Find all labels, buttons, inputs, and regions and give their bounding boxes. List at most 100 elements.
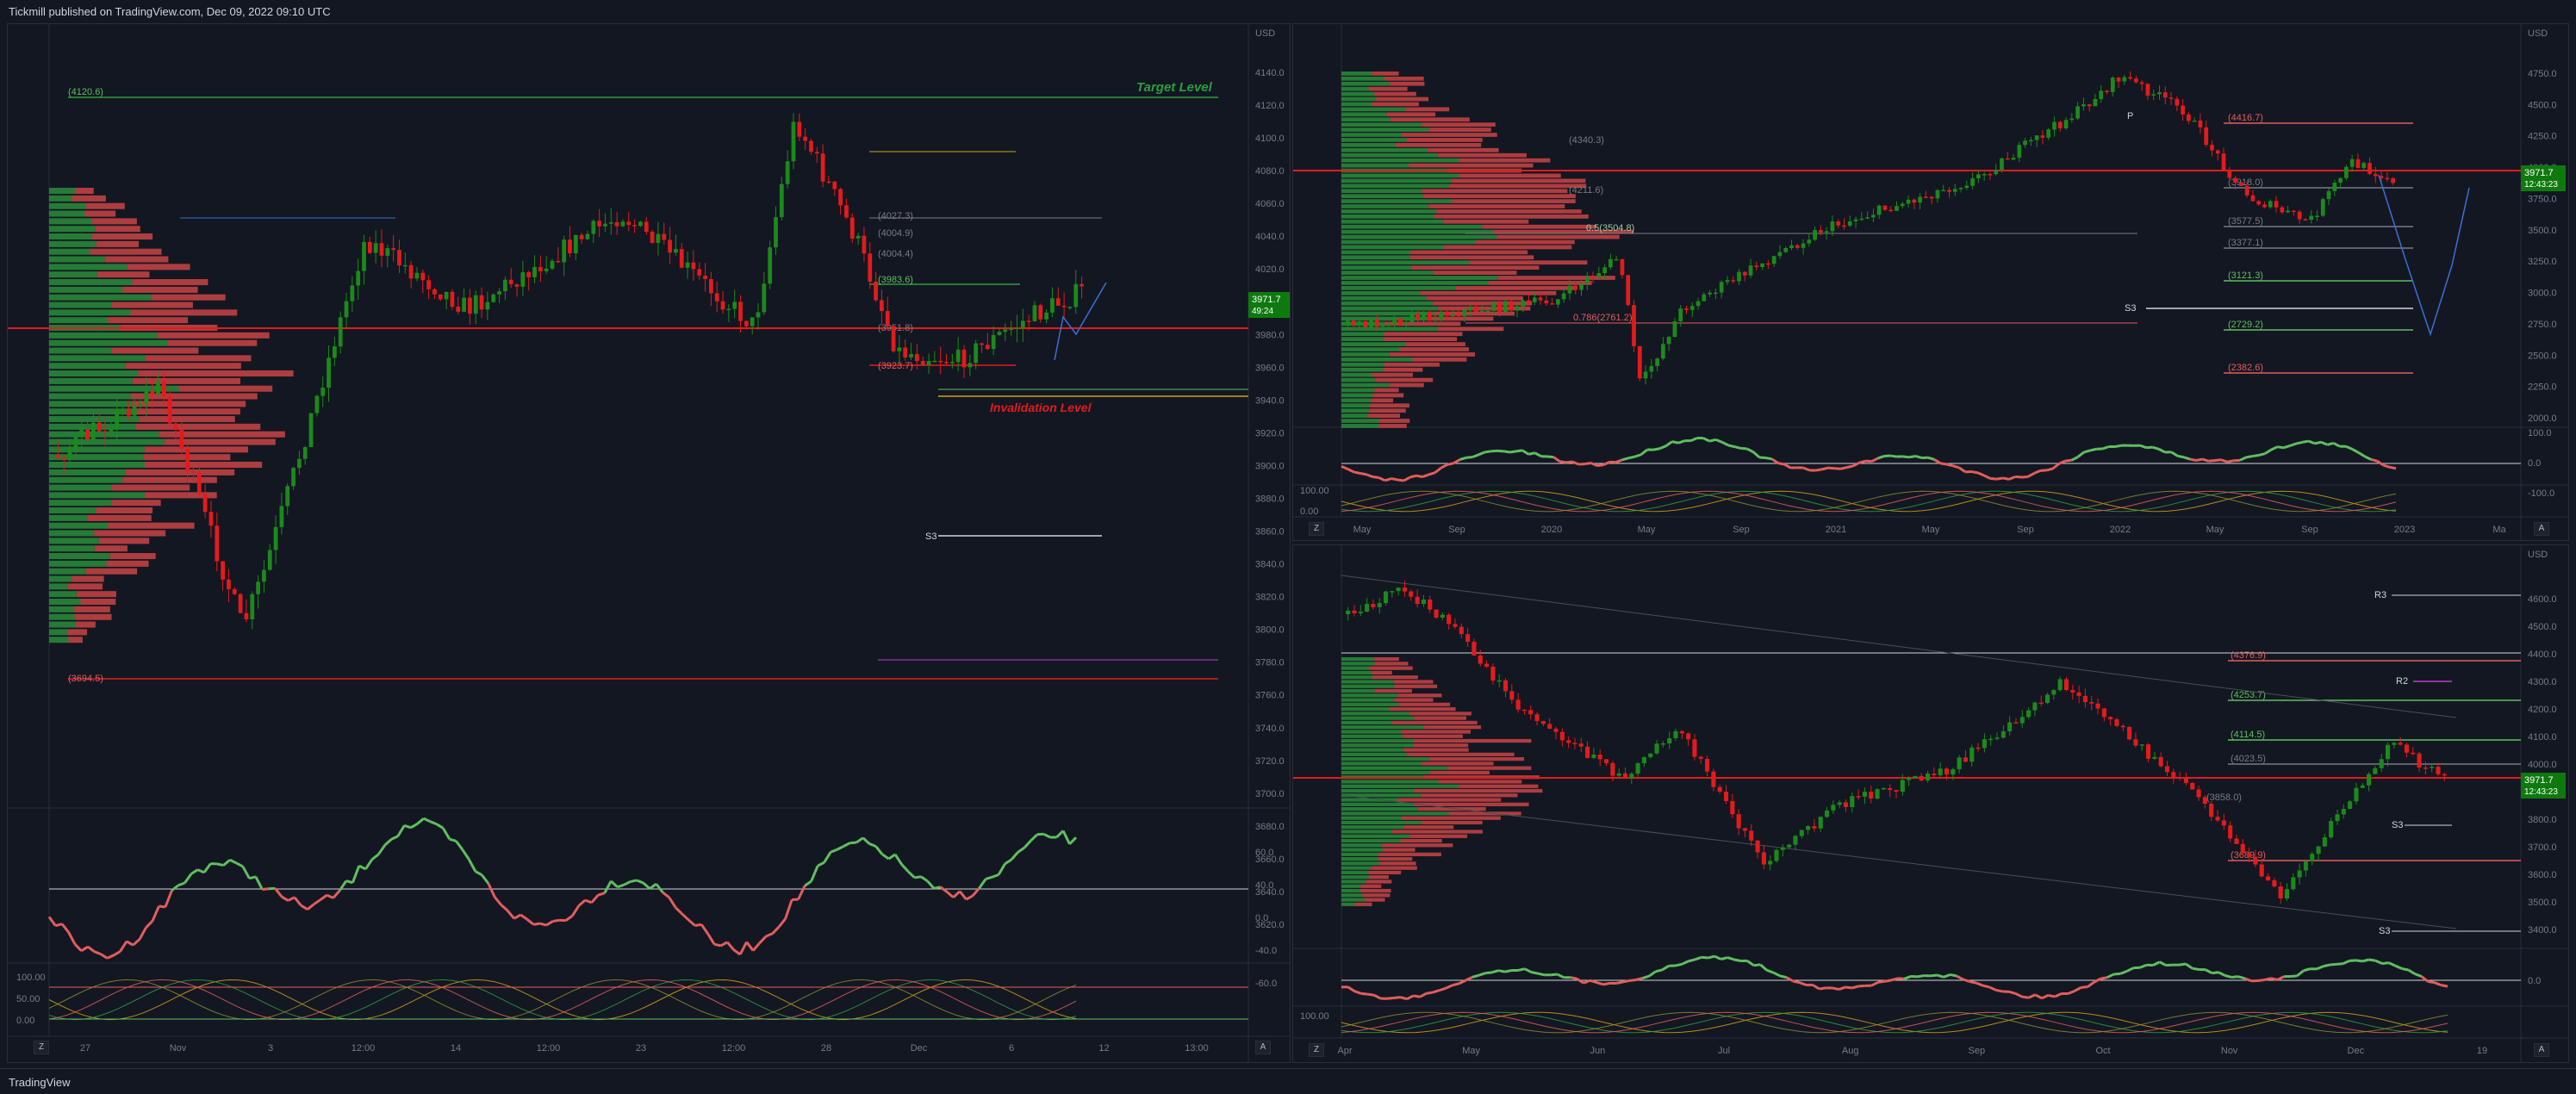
br-vol-sell: [1360, 885, 1381, 888]
top-right-a-button[interactable]: A: [2534, 522, 2549, 536]
br-osc-seg: [1414, 996, 1421, 997]
tr-candle: [2256, 201, 2261, 204]
tr-osc-seg: [2159, 449, 2165, 452]
br-osc-seg: [1465, 977, 1472, 980]
br-candle: [1378, 603, 1382, 607]
left-osc-seg: [275, 888, 281, 897]
left-candle: [209, 512, 214, 525]
left-vol-buy: [49, 485, 112, 491]
tr-osc-seg: [1822, 468, 1828, 469]
top-right-chart-pane[interactable]: USD4750.04500.04250.04000.03750.03500.03…: [1292, 23, 2569, 541]
left-vol-buy: [49, 622, 76, 628]
br-osc-seg: [1354, 991, 1361, 994]
left-y-tick: 3720.0: [1255, 756, 1285, 767]
tr-osc-seg: [2084, 451, 2090, 452]
left-osc-seg: [546, 921, 552, 925]
br-osc-seg: [2395, 966, 2402, 968]
left-vol-sell: [81, 599, 116, 605]
bottom-right-chart-canvas[interactable]: USD4600.04500.04400.04300.04200.04100.04…: [1293, 545, 2568, 1062]
br-vol-sell: [1414, 789, 1543, 793]
left-osc-seg: [365, 860, 371, 869]
top-right-z-button[interactable]: Z: [1309, 522, 1324, 536]
tr-candle: [1831, 221, 1835, 231]
tr-osc-seg: [2384, 465, 2390, 467]
tr-candle: [1842, 226, 1846, 227]
tr-level-label: (4416.7): [2228, 113, 2263, 123]
tr-vol-buy: [1341, 352, 1390, 357]
tr-candle: [1684, 308, 1689, 310]
left-candle: [662, 234, 666, 240]
tr-candle: [1848, 221, 1852, 226]
left-vol-buy: [49, 531, 94, 537]
tr-osc-seg: [1928, 457, 1934, 459]
tr-candle: [1912, 200, 1916, 202]
tr-osc-seg: [2321, 442, 2327, 444]
left-candle: [445, 292, 449, 300]
tr-candle: [2058, 122, 2063, 128]
left-z-button[interactable]: Z: [34, 1041, 49, 1054]
br-candle: [1371, 604, 1375, 607]
left-candle: [792, 121, 796, 161]
br-candle: [1907, 778, 1911, 780]
br-osc-seg: [1878, 981, 1885, 982]
tr-x-tick: Sep: [1448, 525, 1465, 535]
br-vol-buy: [1341, 839, 1401, 842]
left-osc-seg: [992, 874, 999, 877]
tr-x-tick: May: [1922, 525, 1940, 535]
br-osc-seg: [1983, 985, 1990, 987]
left-a-button[interactable]: A: [1255, 1041, 1271, 1054]
br-vol-buy: [1341, 889, 1360, 892]
br-x-tick: Sep: [1969, 1046, 1986, 1056]
left-y-tick: 4120.0: [1255, 101, 1285, 111]
left-vol-sell: [68, 637, 82, 643]
tr-candle: [1877, 206, 1882, 215]
tr-candle: [2350, 159, 2355, 167]
left-x-tick: Nov: [170, 1043, 187, 1054]
tr-candle: [2169, 97, 2174, 99]
tr-candle: [1457, 314, 1461, 316]
left-osc-seg: [133, 940, 139, 946]
br-osc-seg: [2022, 997, 2029, 998]
left-vol-sell: [90, 249, 161, 255]
tr-vol-sell: [1428, 148, 1499, 152]
tr-osc-seg: [1778, 463, 1784, 464]
top-right-chart-canvas[interactable]: USD4750.04500.04250.04000.03750.03500.03…: [1293, 24, 2568, 540]
br-candle: [2039, 703, 2044, 705]
br-vol-sell: [1372, 671, 1392, 674]
left-osc-seg: [301, 905, 307, 910]
left-candle: [62, 457, 66, 459]
br-osc-seg: [2042, 995, 2049, 998]
left-candle: [1027, 320, 1031, 322]
bottom-right-z-button[interactable]: Z: [1309, 1043, 1324, 1057]
tr-candle: [2075, 106, 2080, 118]
left-x-tick: 6: [1009, 1043, 1014, 1054]
tr-candle: [1632, 305, 1636, 346]
left-candle: [509, 280, 513, 284]
br-vol-buy: [1341, 721, 1391, 724]
tr-osc-seg: [1466, 457, 1472, 458]
br-vol-buy: [1341, 821, 1421, 824]
br-x-tick: 19: [2477, 1046, 2487, 1056]
br-candle: [2228, 825, 2232, 838]
left-s3-label: S3: [925, 531, 936, 542]
tr-candle: [2146, 84, 2150, 96]
left-chart-canvas[interactable]: USD4140.04120.04100.04080.04060.04040.04…: [8, 24, 1290, 1062]
br-candle: [2152, 757, 2156, 759]
tr-candle: [2117, 78, 2121, 82]
left-candle: [115, 410, 119, 429]
br-candle: [1648, 754, 1652, 757]
left-osc-seg: [669, 898, 675, 908]
left-candle: [385, 248, 389, 256]
br-y-tick: 4600.0: [2528, 594, 2557, 605]
tr-vol-sell: [1476, 240, 1575, 245]
br-candle: [1699, 757, 1703, 759]
tr-candle: [2122, 77, 2126, 81]
left-osc-seg: [456, 841, 462, 849]
bottom-right-a-button[interactable]: A: [2534, 1043, 2549, 1057]
tr-vol-buy: [1341, 373, 1372, 377]
left-osc-seg: [488, 883, 495, 897]
br-candle: [2354, 788, 2358, 802]
tr-y-tick: 2250.0: [2528, 382, 2557, 393]
